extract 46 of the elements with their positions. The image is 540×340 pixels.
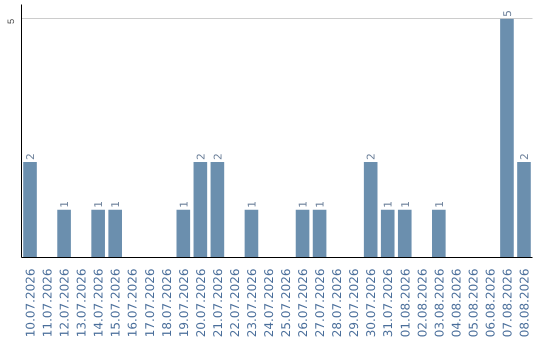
data-label: 2 <box>518 153 531 160</box>
data-label: 1 <box>296 200 310 208</box>
x-tick-label: 19.07.2026 <box>176 268 191 338</box>
x-tick-label: 28.07.2026 <box>330 268 344 338</box>
data-label: 1 <box>109 200 122 208</box>
x-tick-label: 24.07.2026 <box>262 268 276 338</box>
x-tick-label: 20.07.2026 <box>194 268 208 338</box>
x-tick-label: 15.07.2026 <box>108 268 123 338</box>
x-tick-label: 30.07.2026 <box>364 268 378 338</box>
x-tick-label: 01.08.2026 <box>398 268 412 338</box>
x-tick-label: 26.07.2026 <box>296 268 310 338</box>
x-tick-label: 05.08.2026 <box>466 268 480 338</box>
x-tick-label: 27.07.2026 <box>313 268 328 338</box>
x-tick-label: 29.07.2026 <box>347 268 362 338</box>
data-label: 1 <box>92 200 106 208</box>
x-tick-label: 23.07.2026 <box>244 268 259 338</box>
x-tick-label: 21.07.2026 <box>210 268 225 338</box>
data-label: 1 <box>382 200 395 208</box>
data-label: 1 <box>177 200 190 208</box>
data-label: 5 <box>500 10 514 17</box>
x-tick-label: 04.08.2026 <box>449 268 464 338</box>
data-label: 2 <box>364 153 378 160</box>
x-tick-label: 06.08.2026 <box>483 268 498 338</box>
x-tick-label: 25.07.2026 <box>279 268 294 338</box>
data-label: 1 <box>58 200 72 208</box>
data-label: 1 <box>432 200 446 208</box>
x-tick-label: 17.07.2026 <box>142 268 157 338</box>
data-label: 2 <box>211 153 224 160</box>
x-tick-label: 12.07.2026 <box>58 268 72 338</box>
x-tick-label: 08.08.2026 <box>517 268 532 338</box>
x-tick-label: 14.07.2026 <box>92 268 106 338</box>
data-label: 1 <box>314 200 327 208</box>
data-label: 2 <box>194 153 208 160</box>
x-tick-label: 13.07.2026 <box>74 268 89 338</box>
x-tick-label: 07.08.2026 <box>500 268 514 338</box>
x-tick-label: 16.07.2026 <box>126 268 140 338</box>
x-tick-label: 18.07.2026 <box>160 268 174 338</box>
x-tick-label: 11.07.2026 <box>40 268 55 338</box>
x-tick-label: 03.08.2026 <box>432 268 446 338</box>
x-tick-label: 10.07.2026 <box>24 268 38 338</box>
data-label: 2 <box>24 153 38 160</box>
data-label: 1 <box>398 200 412 208</box>
x-tick-label: 22.07.2026 <box>228 268 242 338</box>
data-label: 1 <box>245 200 258 208</box>
x-tick-label: 31.07.2026 <box>381 268 396 338</box>
x-tick-label: 02.08.2026 <box>415 268 430 338</box>
